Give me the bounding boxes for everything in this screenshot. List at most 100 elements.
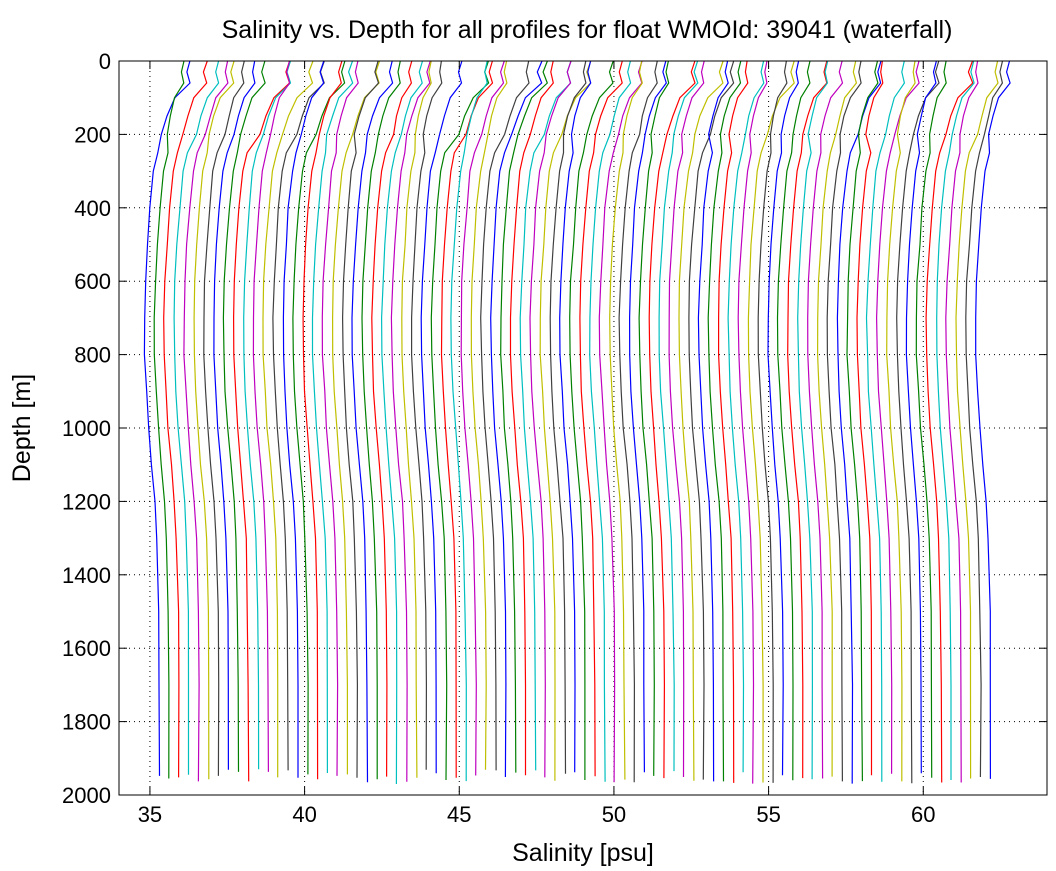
profile-line bbox=[302, 60, 343, 780]
y-tick-label: 400 bbox=[74, 196, 111, 221]
profile-line bbox=[678, 60, 724, 781]
profile-line bbox=[886, 60, 916, 782]
profile-line bbox=[371, 60, 413, 777]
profile-line bbox=[638, 60, 670, 776]
profile-line bbox=[292, 60, 346, 775]
profile-line bbox=[717, 60, 749, 783]
profile-line bbox=[747, 60, 795, 783]
profile-line bbox=[836, 60, 882, 784]
profile-lines bbox=[143, 60, 1011, 785]
profile-line bbox=[856, 60, 884, 776]
x-tick-label: 45 bbox=[447, 802, 471, 827]
profile-line bbox=[529, 60, 572, 778]
y-tick-label: 1400 bbox=[62, 563, 111, 588]
y-tick-label: 1200 bbox=[62, 489, 111, 514]
x-tick-label: 40 bbox=[292, 802, 316, 827]
x-tick-label: 50 bbox=[602, 802, 626, 827]
profile-line bbox=[153, 60, 185, 779]
profile-line bbox=[262, 60, 314, 778]
profile-line bbox=[658, 60, 699, 772]
profile-line bbox=[500, 60, 549, 773]
profile-line bbox=[945, 60, 979, 783]
y-tick-label: 1000 bbox=[62, 416, 111, 441]
x-axis-ticks: 35 40 45 50 55 60 bbox=[138, 61, 936, 827]
profile-line bbox=[797, 60, 829, 780]
profile-line bbox=[539, 60, 592, 781]
profile-line bbox=[668, 60, 705, 778]
profile-line bbox=[203, 60, 245, 776]
x-tick-label: 35 bbox=[138, 802, 162, 827]
profile-line bbox=[628, 60, 667, 773]
profile-line bbox=[618, 60, 658, 783]
profile-line bbox=[609, 60, 643, 780]
profile-line bbox=[331, 60, 381, 775]
profile-line bbox=[688, 60, 735, 780]
y-axis-ticks: 0 200 400 600 800 1000 1200 1400 1600 1800 2000 bbox=[62, 49, 1047, 808]
profile-line bbox=[282, 60, 325, 778]
profile-line bbox=[311, 60, 354, 774]
profile-line bbox=[490, 60, 543, 778]
y-tick-label: 800 bbox=[74, 343, 111, 368]
profile-line bbox=[767, 60, 800, 776]
profile-line bbox=[143, 60, 191, 776]
profile-line bbox=[905, 60, 937, 774]
profile-line bbox=[648, 60, 696, 779]
profile-line bbox=[420, 60, 463, 774]
x-tick-label: 60 bbox=[911, 802, 935, 827]
profile-line bbox=[213, 60, 256, 770]
profile-line bbox=[915, 60, 947, 778]
profile-line bbox=[559, 60, 592, 773]
y-tick-label: 600 bbox=[74, 269, 111, 294]
profile-line bbox=[975, 60, 1011, 779]
profile-line bbox=[430, 60, 490, 781]
profile-line bbox=[896, 60, 940, 784]
profile-line bbox=[341, 60, 380, 778]
profile-line bbox=[579, 60, 623, 777]
profile-line bbox=[173, 60, 220, 775]
y-tick-label: 1800 bbox=[62, 710, 111, 735]
profile-line bbox=[727, 60, 765, 773]
profile-line bbox=[519, 60, 572, 771]
profile-line bbox=[925, 60, 974, 783]
profile-line bbox=[460, 60, 505, 776]
profile-line bbox=[965, 60, 1004, 778]
y-tick-label: 1600 bbox=[62, 636, 111, 661]
profile-line bbox=[390, 60, 431, 782]
y-tick-label: 2000 bbox=[62, 783, 111, 808]
profile-line bbox=[361, 60, 401, 780]
profile-line bbox=[787, 60, 828, 779]
profile-line bbox=[707, 60, 742, 782]
profile-line bbox=[875, 60, 920, 774]
profile-line bbox=[470, 60, 508, 770]
profile-line bbox=[757, 60, 788, 783]
profile-line bbox=[846, 60, 879, 782]
x-tick-label: 55 bbox=[756, 802, 780, 827]
profile-line bbox=[193, 60, 235, 780]
profile-line bbox=[826, 60, 862, 782]
profile-line bbox=[272, 60, 325, 771]
profile-line bbox=[243, 60, 292, 770]
profile-line bbox=[480, 60, 530, 771]
profile-line bbox=[509, 60, 554, 776]
profile-line bbox=[697, 60, 729, 782]
profile-line bbox=[807, 60, 844, 779]
profile-line bbox=[865, 60, 906, 782]
profile-line bbox=[232, 60, 291, 782]
profile-line bbox=[222, 60, 266, 772]
profile-line bbox=[816, 60, 858, 777]
profile-line bbox=[549, 60, 587, 774]
profile-line bbox=[569, 60, 614, 780]
profile-line bbox=[955, 60, 999, 779]
profile-line bbox=[321, 60, 359, 776]
x-axis-label: Salinity [psu] bbox=[512, 839, 654, 867]
profile-line bbox=[737, 60, 768, 784]
profile-line bbox=[936, 60, 975, 780]
profile-line bbox=[589, 60, 632, 782]
profile-line bbox=[401, 60, 432, 778]
y-tick-label: 0 bbox=[99, 49, 111, 74]
profile-line bbox=[183, 60, 229, 782]
profile-line bbox=[776, 60, 811, 781]
profile-line bbox=[163, 60, 208, 778]
profile-line bbox=[411, 60, 443, 770]
